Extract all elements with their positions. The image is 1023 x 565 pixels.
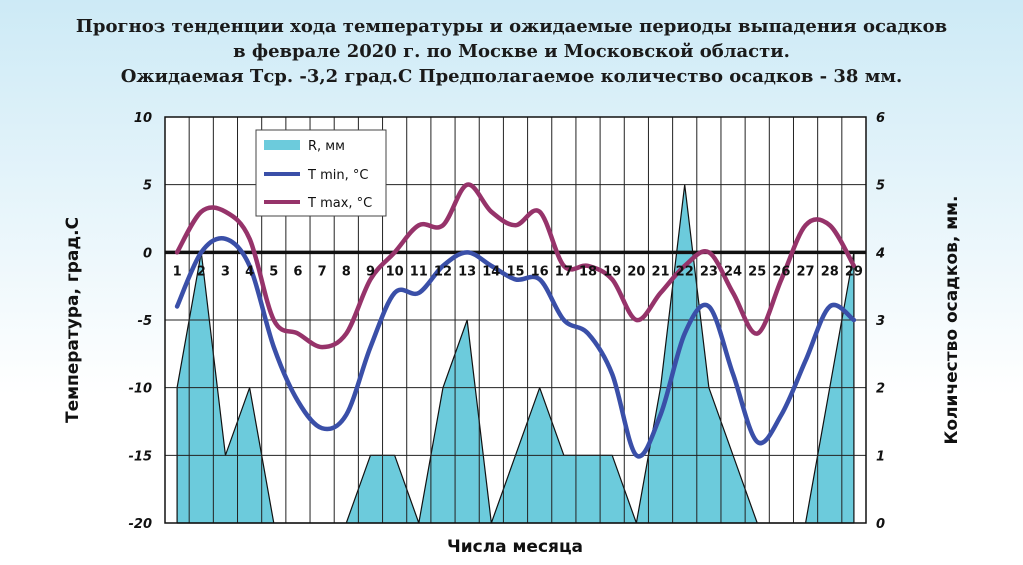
y-axis-label: Температура, град.С <box>63 217 83 423</box>
legend-label-precip: R, мм <box>308 139 345 154</box>
day-label-17: 17 <box>555 264 573 279</box>
day-label-28: 28 <box>821 264 839 279</box>
right-tick-labels: 6 5 4 3 2 1 0 <box>875 111 885 532</box>
title-line-1: Прогноз тенденции хода температуры и ожи… <box>75 16 948 37</box>
day-label-7: 7 <box>318 264 327 279</box>
y-tick-label: -5 <box>138 314 152 329</box>
y2-tick-label: 3 <box>876 314 885 329</box>
day-label-4: 4 <box>245 264 254 279</box>
day-label-21: 21 <box>651 264 669 279</box>
day-label-27: 27 <box>797 264 815 279</box>
day-label-8: 8 <box>342 264 351 279</box>
chart-title: Прогноз тенденции хода температуры и ожи… <box>0 14 1023 89</box>
day-label-2: 2 <box>197 264 206 279</box>
y2-tick-label: 6 <box>876 111 885 126</box>
y-tick-label: 5 <box>143 179 152 194</box>
day-label-20: 20 <box>627 264 645 279</box>
legend-swatch-precip <box>264 140 300 150</box>
title-line-3: Ожидаемая Тср. -3,2 град.С Предполагаемо… <box>120 66 903 87</box>
day-label-5: 5 <box>269 264 278 279</box>
y-tick-label: -20 <box>129 517 153 532</box>
day-label-22: 22 <box>676 264 694 279</box>
plot-frame <box>164 116 867 524</box>
title-line-2: в феврале 2020 г. по Москве и Московской… <box>233 41 790 62</box>
day-label-24: 24 <box>724 264 742 279</box>
day-label-23: 23 <box>700 264 718 279</box>
day-label-9: 9 <box>366 264 375 279</box>
y2-tick-label: 2 <box>876 382 885 397</box>
y2-axis-label: Количество осадков, мм. <box>942 196 962 445</box>
day-label-3: 3 <box>221 264 230 279</box>
left-tick-labels: 10 5 0 -5 -10 -15 -20 <box>129 111 153 532</box>
y2-tick-label: 0 <box>876 517 885 532</box>
day-label-6: 6 <box>293 264 302 279</box>
day-label-13: 13 <box>458 264 476 279</box>
y-tick-label: 0 <box>143 246 152 261</box>
day-label-16: 16 <box>531 264 549 279</box>
day-label-25: 25 <box>748 264 766 279</box>
x-axis-label: Числа месяца <box>447 537 583 557</box>
day-label-26: 26 <box>772 264 790 279</box>
legend-label-tmax: T max, °C <box>307 196 372 211</box>
legend-label-tmin: T min, °C <box>307 168 368 183</box>
y2-tick-label: 1 <box>876 449 885 464</box>
tmin-line <box>174 236 857 459</box>
day-label-12: 12 <box>434 264 452 279</box>
day-label-11: 11 <box>410 264 428 279</box>
legend: R, мм T min, °C T max, °C <box>255 129 387 217</box>
day-label-14: 14 <box>482 264 500 279</box>
y2-tick-label: 5 <box>876 179 885 194</box>
day-label-10: 10 <box>386 264 404 279</box>
day-label-1: 1 <box>173 264 182 279</box>
y-tick-label: -15 <box>129 449 153 464</box>
y2-tick-label: 4 <box>875 246 885 261</box>
y-tick-label: -10 <box>129 382 153 397</box>
y-tick-label: 10 <box>134 111 152 126</box>
temperature-lines-layer <box>174 182 857 459</box>
day-label-15: 15 <box>506 264 524 279</box>
day-labels-layer: 1 2 3 4 5 6 7 8 9 10 11 12 13 14 15 16 17 18 19 20 21 22 23 24 2… <box>173 264 863 279</box>
day-label-29: 29 <box>845 264 863 279</box>
day-label-18: 18 <box>579 264 597 279</box>
day-label-19: 19 <box>603 264 621 279</box>
